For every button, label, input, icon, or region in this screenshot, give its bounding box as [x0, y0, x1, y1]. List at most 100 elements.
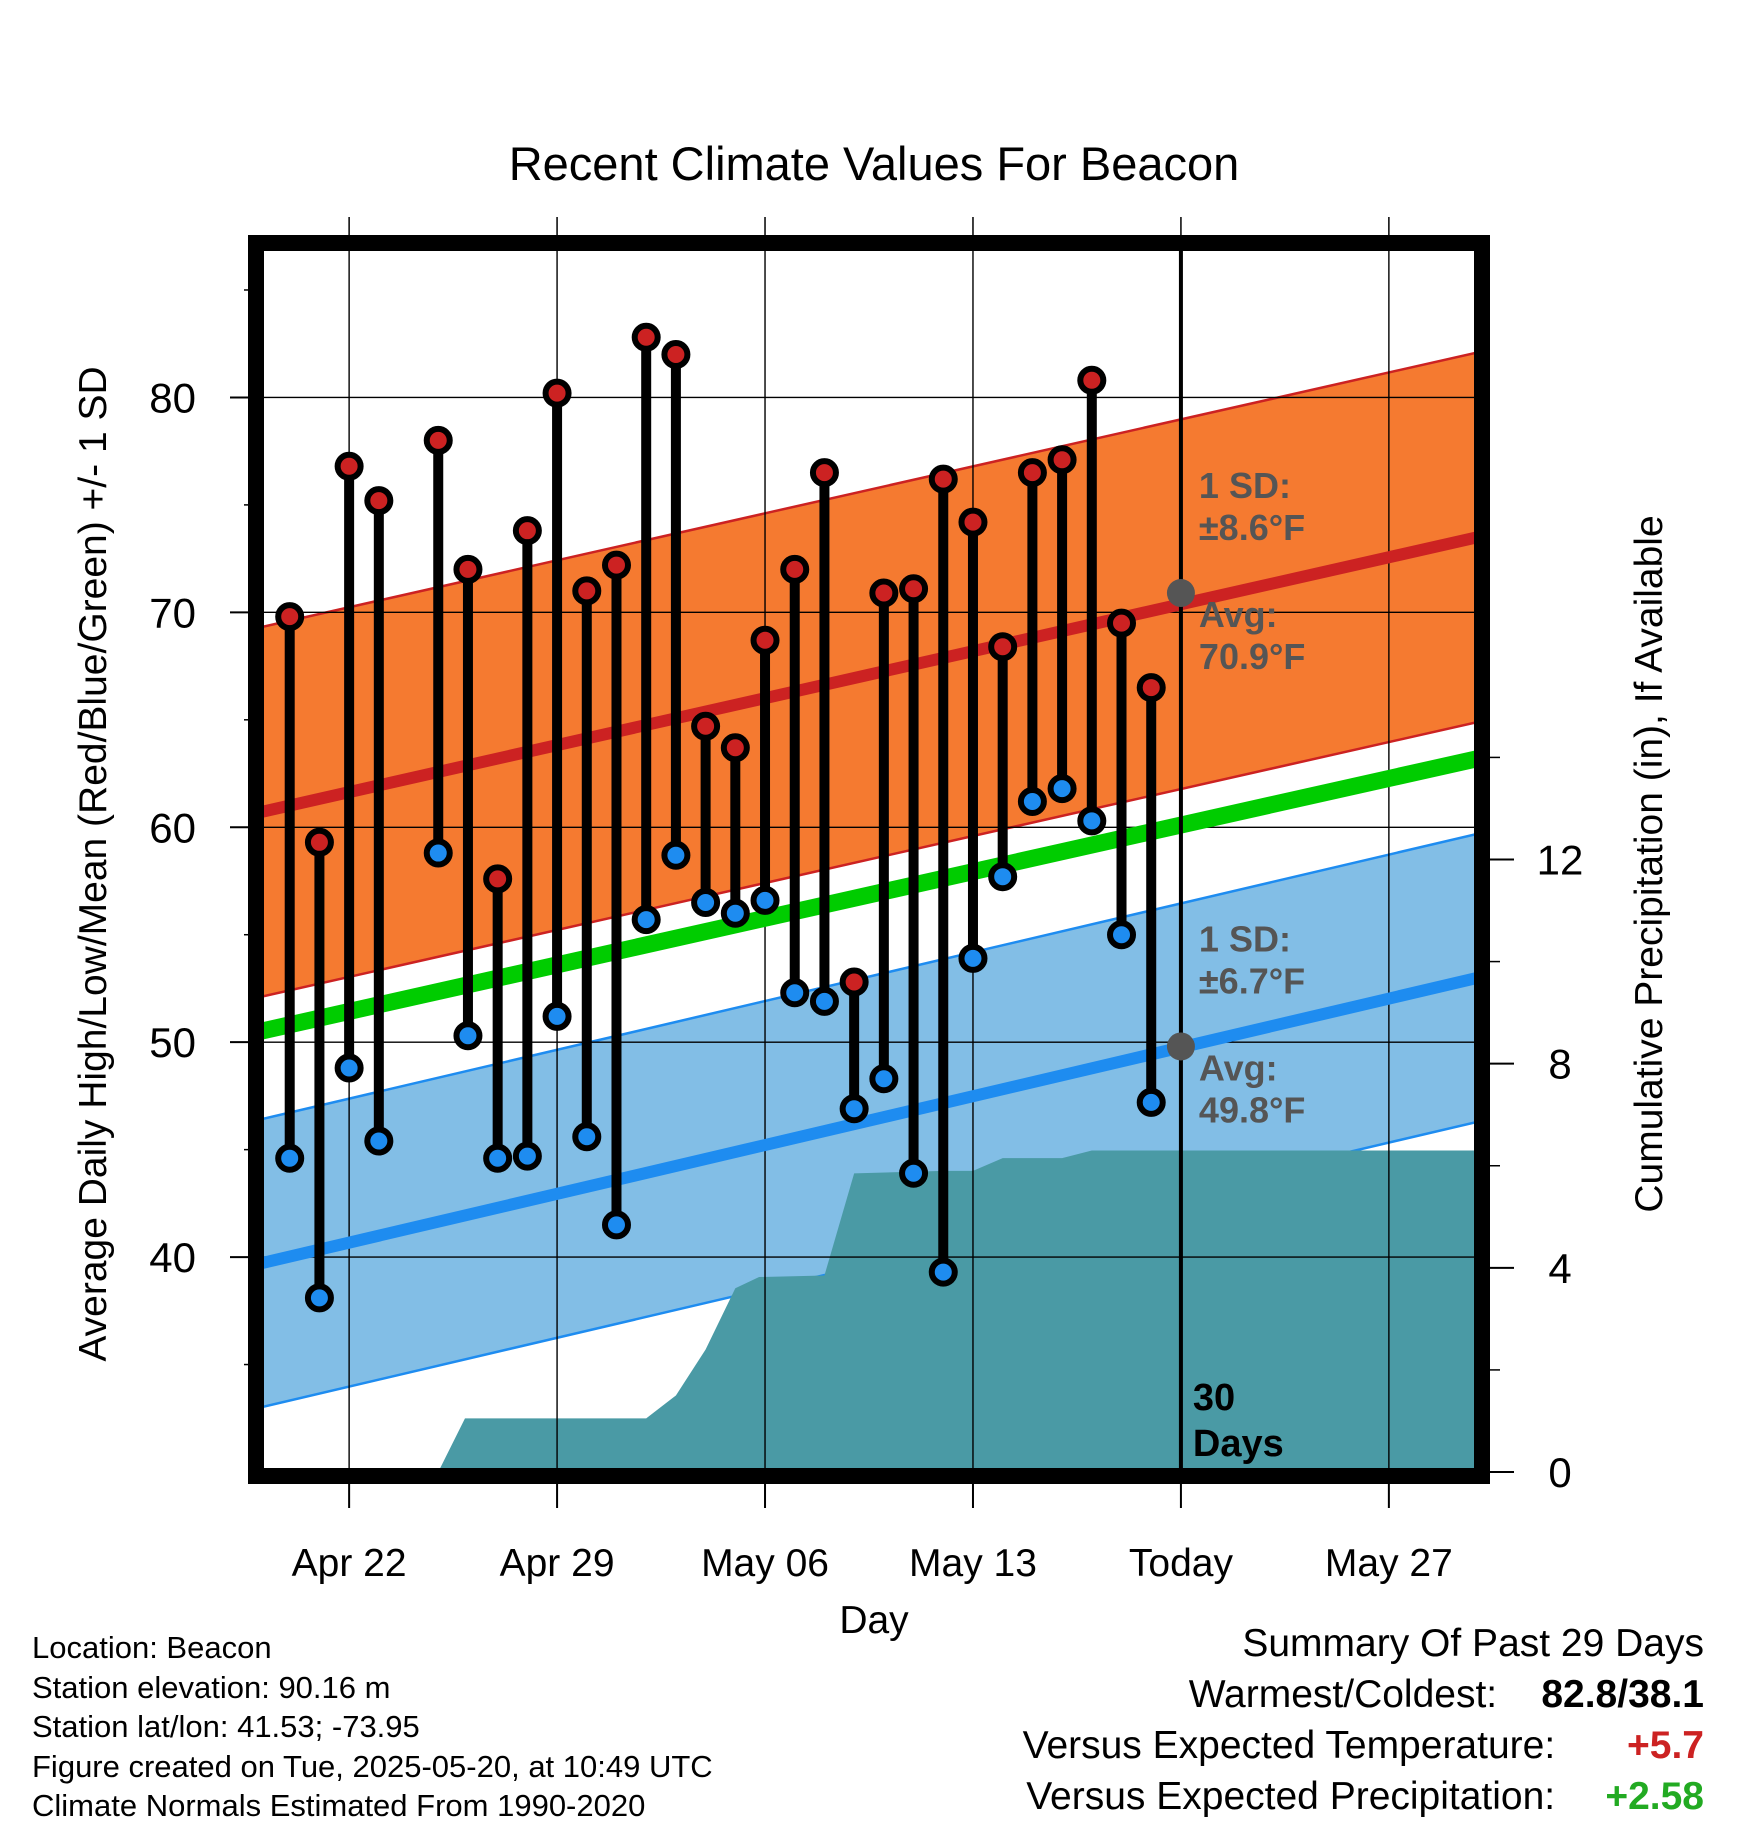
low-point — [631, 905, 661, 935]
low-sd-annotation: 1 SD: ±6.7°F — [1199, 918, 1305, 1001]
high-point — [869, 578, 899, 608]
summary-precip: Versus Expected Precipitation: +2.58 — [1023, 1771, 1704, 1822]
low-point — [304, 1283, 334, 1313]
y2-axis-label: Cumulative Precipitation (in), If Availa… — [1628, 515, 1671, 1212]
y-tick-label: 40 — [149, 1234, 196, 1281]
y-tick-label: 60 — [149, 804, 196, 851]
warm-cold-label: Warmest/Coldest: — [1188, 1673, 1498, 1716]
chart-title: Recent Climate Values For Beacon — [509, 137, 1240, 190]
x-tick-label: May 06 — [701, 1542, 829, 1585]
low-sd-band-upper-edge — [260, 832, 1478, 1121]
high-point — [780, 554, 810, 584]
high-point — [661, 339, 691, 369]
summary-heading: Summary Of Past 29 Days — [1242, 1622, 1704, 1665]
y-tick-label: 80 — [149, 374, 196, 421]
normal-low-line — [260, 971, 1478, 1270]
high-point — [334, 451, 364, 481]
high-avg-marker — [1166, 579, 1195, 608]
precipitation-area — [438, 1150, 1478, 1472]
high-point — [720, 733, 750, 763]
high-point — [750, 625, 780, 655]
y-tick-label: 50 — [149, 1019, 196, 1066]
station-info: Location: Beacon Station elevation: 90.1… — [32, 1628, 713, 1826]
high-point — [1107, 608, 1137, 638]
high-point — [1047, 445, 1077, 475]
high-point — [1077, 365, 1107, 395]
low-avg-marker — [1166, 1032, 1195, 1061]
high-point — [364, 486, 394, 516]
high-point — [691, 711, 721, 741]
x-axis-label: Day — [839, 1599, 909, 1642]
low-point — [780, 978, 810, 1008]
footer-elevation: Station elevation: 90.16 m — [32, 1669, 391, 1705]
y2-tick-label: 8 — [1548, 1041, 1571, 1088]
low-point — [572, 1122, 602, 1152]
footer-created: Figure created on Tue, 2025-05-20, at 10… — [32, 1748, 713, 1784]
y-axis-label: Average Daily High/Low/Mean (Red/Blue/Gr… — [72, 366, 115, 1361]
low-point — [423, 838, 453, 868]
footer-normals: Climate Normals Estimated From 1990-2020 — [32, 1788, 646, 1823]
cumulative-precip-area — [438, 1150, 1478, 1472]
low-point — [453, 1021, 483, 1051]
low-point — [483, 1143, 513, 1173]
low-point — [601, 1210, 631, 1240]
high-point — [839, 967, 869, 997]
low-avg-annotation: Avg: 49.8°F — [1199, 1047, 1305, 1130]
high-point — [601, 550, 631, 580]
high-point — [958, 507, 988, 537]
high-avg-annotation: Avg: 70.9°F — [1199, 594, 1305, 677]
high-point — [928, 464, 958, 494]
x-tick-label: Today — [1129, 1542, 1234, 1585]
high-point — [631, 322, 661, 352]
low-point — [839, 1094, 869, 1124]
footer-location: Location: Beacon — [32, 1630, 272, 1665]
low-point — [1047, 774, 1077, 804]
y2-tick-label: 4 — [1548, 1245, 1571, 1292]
low-point — [928, 1257, 958, 1287]
x-tick-label: May 13 — [909, 1542, 1037, 1585]
low-point — [988, 862, 1018, 892]
low-point — [869, 1064, 899, 1094]
precip-label: Versus Expected Precipitation: — [1026, 1775, 1556, 1818]
low-point — [1107, 920, 1137, 950]
low-point — [661, 840, 691, 870]
high-point — [988, 632, 1018, 662]
x-tick-label: Apr 22 — [292, 1542, 407, 1585]
low-point — [512, 1141, 542, 1171]
low-point — [958, 943, 988, 973]
y2-tick-label: 0 — [1548, 1449, 1571, 1496]
summary-panel: Summary Of Past 29 Days Warmest/Coldest:… — [1023, 1618, 1704, 1822]
high-point — [1136, 673, 1166, 703]
axes: 40 50 60 70 80 0 4 8 12 Apr 22 Apr 29 May 06 May 13 T… — [149, 217, 1583, 1585]
low-point — [1136, 1087, 1166, 1117]
footer-latlon: Station lat/lon: 41.53; -73.95 — [32, 1709, 420, 1744]
low-point — [542, 1001, 572, 1031]
temp-value: +5.7 — [1627, 1724, 1704, 1767]
low-point — [720, 898, 750, 928]
high-point — [572, 576, 602, 606]
low-point — [750, 885, 780, 915]
low-point — [809, 986, 839, 1016]
low-point — [899, 1158, 929, 1188]
high-point — [542, 378, 572, 408]
high-point — [483, 864, 513, 894]
today-days-label: 30 Days — [1193, 1377, 1284, 1465]
daily-values — [275, 322, 1166, 1313]
high-point — [899, 574, 929, 604]
high-point — [304, 827, 334, 857]
y-tick-label: 70 — [149, 589, 196, 636]
annotations: 1 SD: ±8.6°F Avg: 70.9°F 1 SD: ±6.7°F Avg: 49.8… — [1166, 465, 1305, 1465]
summary-temp: Versus Expected Temperature: +5.7 — [1023, 1720, 1704, 1771]
temp-label: Versus Expected Temperature: — [1022, 1724, 1556, 1767]
low-point — [691, 887, 721, 917]
warm-cold-value: 82.8/38.1 — [1541, 1673, 1704, 1716]
summary-warm-cold: Warmest/Coldest: 82.8/38.1 — [1023, 1669, 1704, 1720]
y2-tick-label: 12 — [1537, 837, 1584, 884]
high-point — [809, 458, 839, 488]
plot-border — [248, 235, 1490, 1484]
high-point — [423, 425, 453, 455]
high-sd-annotation: 1 SD: ±8.6°F — [1199, 465, 1305, 548]
low-point — [334, 1053, 364, 1083]
high-point — [453, 554, 483, 584]
